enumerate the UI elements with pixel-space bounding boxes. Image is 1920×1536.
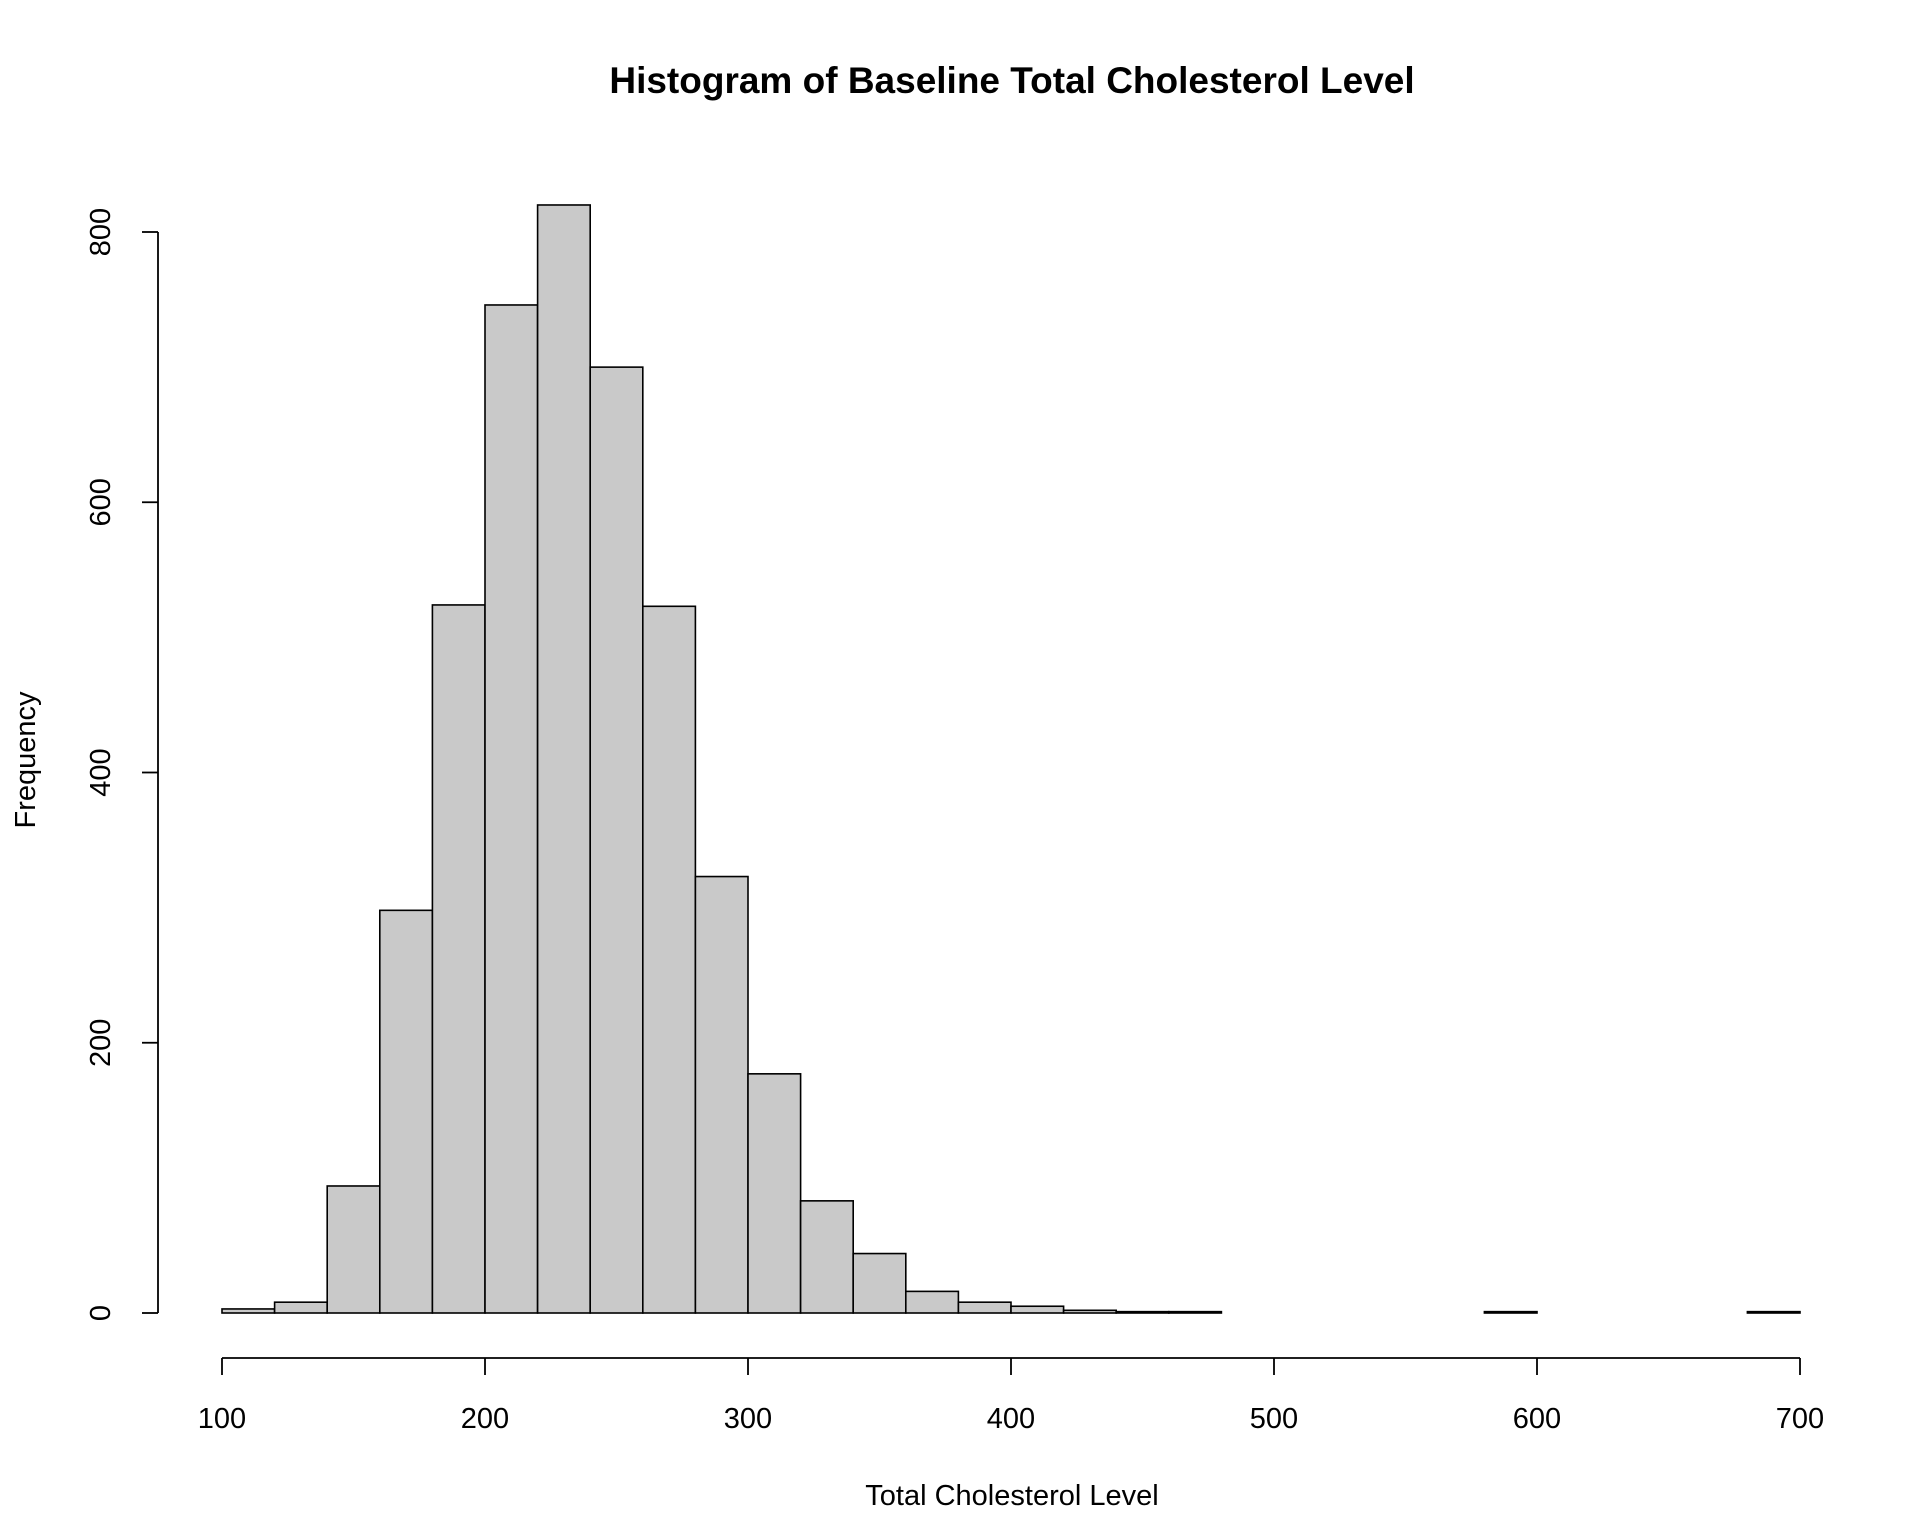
histogram-bar [536, 204, 591, 1314]
y-axis-label: Frequency [10, 691, 42, 829]
y-tick-label: 200 [85, 1019, 117, 1067]
x-tick-label: 500 [1250, 1403, 1298, 1435]
y-axis: 0 200 400 600 800 [85, 208, 159, 1321]
histogram-bar [957, 1301, 1012, 1314]
x-tick-label: 200 [461, 1403, 509, 1435]
histogram-bar [1483, 1310, 1538, 1314]
histogram-bar [747, 1073, 802, 1314]
histogram-bar [1168, 1310, 1223, 1314]
histogram-bar [326, 1185, 381, 1314]
histogram-bar [904, 1290, 960, 1314]
histogram-bar [431, 604, 486, 1314]
chart-title: Histogram of Baseline Total Cholesterol … [609, 60, 1414, 101]
histogram-bar [484, 304, 539, 1314]
histogram-bar [852, 1252, 907, 1314]
histogram-bar [1115, 1310, 1170, 1314]
x-tick-label: 300 [724, 1403, 772, 1435]
histogram-bar [1010, 1305, 1065, 1314]
x-tick-label: 400 [987, 1403, 1035, 1435]
x-tick-label: 600 [1513, 1403, 1561, 1435]
histogram-bar [589, 366, 644, 1314]
y-tick-label: 600 [85, 478, 117, 526]
histogram-bar [1746, 1310, 1801, 1314]
bars-group [221, 204, 1801, 1314]
histogram-bar [641, 605, 697, 1314]
x-axis-label: Total Cholesterol Level [865, 1480, 1158, 1512]
y-tick-label: 800 [85, 208, 117, 256]
histogram-bar [273, 1301, 329, 1314]
histogram-bar [694, 875, 749, 1314]
histogram-bar [799, 1200, 854, 1314]
x-axis: 100 200 300 400 500 600 700 [198, 1357, 1824, 1435]
histogram-bar [221, 1308, 276, 1314]
y-tick-label: 0 [85, 1305, 117, 1321]
x-tick-label: 700 [1776, 1403, 1824, 1435]
histogram-bar [378, 909, 434, 1314]
x-tick-label: 100 [198, 1403, 246, 1435]
y-tick-label: 400 [85, 748, 117, 796]
histogram-bar [1062, 1309, 1117, 1314]
